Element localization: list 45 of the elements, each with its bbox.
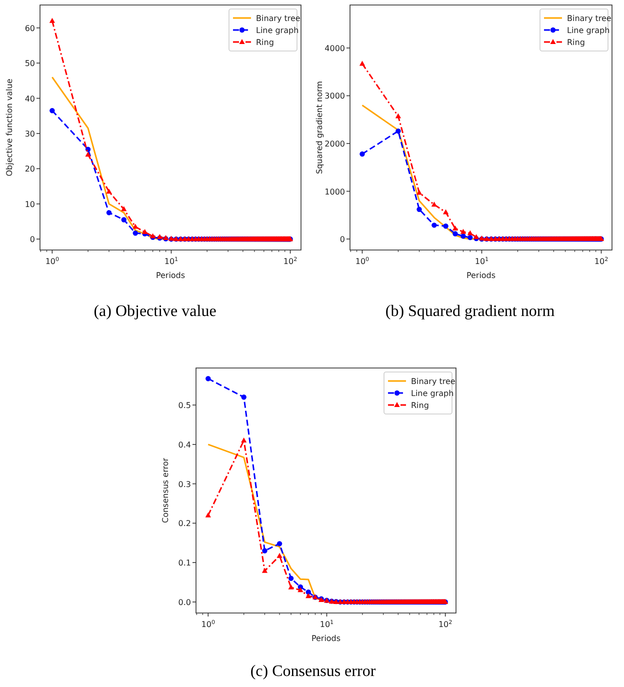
text: (a) Objective value: [94, 303, 216, 320]
x-tick-label: 10$^{2}$: [594, 256, 608, 266]
x-tick-label: 10$^{2}$: [438, 619, 452, 629]
x-tick-label: 10$^{1}$: [474, 256, 490, 266]
x-tick-label: 10$^{0}$: [355, 256, 370, 266]
y-tick-label: 0.5: [178, 401, 191, 410]
x-tick-label: 10$^{0}$: [45, 256, 60, 266]
legend-label: Line graph: [256, 26, 299, 35]
y-tick-label: 40: [24, 94, 35, 104]
y-tick-label: 20: [24, 164, 35, 174]
legend-label: Line graph: [411, 389, 454, 398]
y-tick-label: 10: [24, 200, 35, 209]
legend-label: Binary tree: [256, 14, 300, 23]
legend-label: Line graph: [567, 26, 610, 35]
y-tick-label: 3000: [324, 92, 345, 101]
y-tick-label: 50: [24, 59, 35, 68]
y-axis-title: Squared gradient norm: [315, 80, 324, 174]
y-tick-label: 0.1: [178, 558, 191, 568]
y-axis-title: Objective function value: [5, 78, 14, 176]
x-tick-label: 10$^{0}$: [201, 619, 216, 629]
x-tick-label: 10$^{1}$: [320, 619, 334, 629]
y-tick-label: 60: [24, 24, 35, 33]
y-tick-label: 0.4: [178, 440, 191, 450]
x-axis-title: Periods: [466, 271, 496, 280]
y-tick-label: 0.3: [178, 480, 191, 489]
text: (b) Squared gradient norm: [385, 303, 556, 320]
y-tick-label: 30: [24, 129, 35, 138]
y-tick-label: 0.2: [178, 519, 191, 528]
legend-label: Ring: [411, 401, 429, 410]
y-tick-label: 0.0: [178, 598, 191, 607]
legend-label: Ring: [256, 38, 274, 47]
x-axis-title: Periods: [311, 634, 341, 643]
legend-label: Binary tree: [411, 377, 456, 386]
x-axis-title: Periods: [156, 271, 186, 280]
y-tick-label: 0: [30, 235, 35, 244]
x-tick-label: 10$^{2}$: [283, 256, 298, 266]
x-tick-label: 10$^{1}$: [164, 256, 179, 266]
legend-label: Ring: [567, 38, 585, 47]
y-tick-label: 4000: [324, 44, 345, 53]
y-axis-title: Consensus error: [161, 457, 170, 524]
y-tick-label: 2000: [324, 140, 345, 148]
text: (c) Consensus error: [250, 663, 376, 680]
legend-label: Binary tree: [567, 14, 612, 23]
y-tick-label: 1000: [324, 187, 345, 196]
y-tick-label: 0: [340, 235, 345, 244]
